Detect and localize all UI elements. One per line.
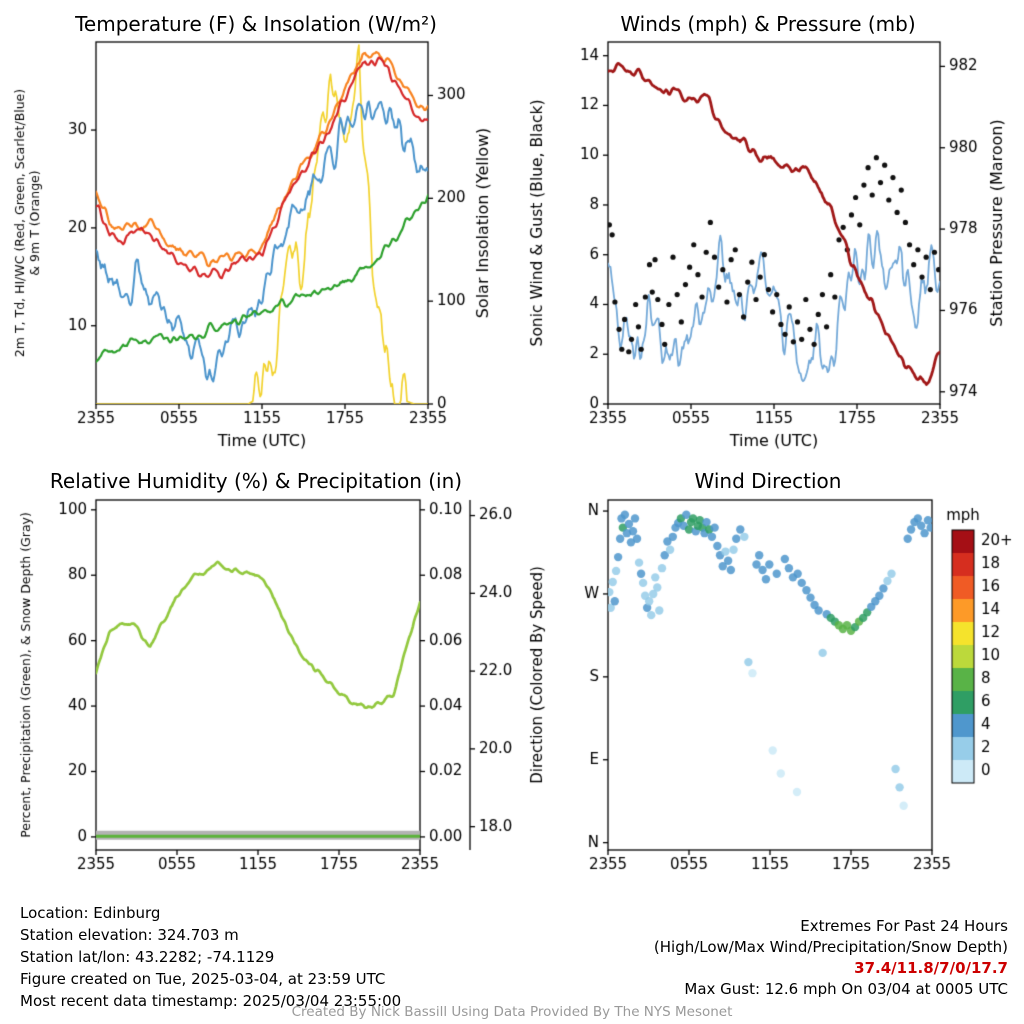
station-location: Location: Edinburg	[20, 904, 161, 922]
station-latlon: Station lat/lon: 43.2282; -74.1129	[20, 948, 275, 966]
wind-direction-chart	[512, 492, 1024, 896]
data-timestamp: Most recent data timestamp: 2025/03/04 2…	[20, 992, 402, 1010]
credit-line: Created By Nick Bassill Using Data Provi…	[291, 1004, 733, 1020]
station-info: Location: Edinburg Station elevation: 32…	[20, 902, 401, 1012]
winds-pressure-chart	[512, 34, 1024, 462]
figure-created: Figure created on Tue, 2025-03-04, at 23…	[20, 970, 386, 988]
chart-grid: Temperature (F) & Insolation (W/m²) Wind…	[0, 0, 1024, 896]
wind-direction-chart-title: Wind Direction	[694, 469, 842, 493]
extremes-block: Extremes For Past 24 Hours (High/Low/Max…	[654, 916, 1008, 1000]
panel-winds-pressure: Winds (mph) & Pressure (mb)	[512, 0, 1024, 462]
temperature-insolation-chart	[0, 34, 512, 462]
extremes-subtitle: (High/Low/Max Wind/Precipitation/Snow De…	[653, 938, 1008, 956]
winds-pressure-chart-title: Winds (mph) & Pressure (mb)	[620, 12, 916, 36]
extremes-values: 37.4/11.8/7/0/17.7	[854, 959, 1008, 977]
panel-humidity-precip: Relative Humidity (%) & Precipitation (i…	[0, 462, 512, 896]
panel-temperature: Temperature (F) & Insolation (W/m²)	[0, 0, 512, 462]
extremes-title: Extremes For Past 24 Hours	[800, 917, 1008, 935]
max-gust: Max Gust: 12.6 mph On 03/04 at 0005 UTC	[684, 980, 1008, 998]
panel-wind-direction: Wind Direction	[512, 462, 1024, 896]
temperature-chart-title: Temperature (F) & Insolation (W/m²)	[75, 12, 437, 36]
footer: Location: Edinburg Station elevation: 32…	[0, 896, 1024, 1024]
humidity-precip-chart-title: Relative Humidity (%) & Precipitation (i…	[49, 469, 463, 493]
humidity-precip-chart	[0, 492, 512, 896]
station-elevation: Station elevation: 324.703 m	[20, 926, 239, 944]
